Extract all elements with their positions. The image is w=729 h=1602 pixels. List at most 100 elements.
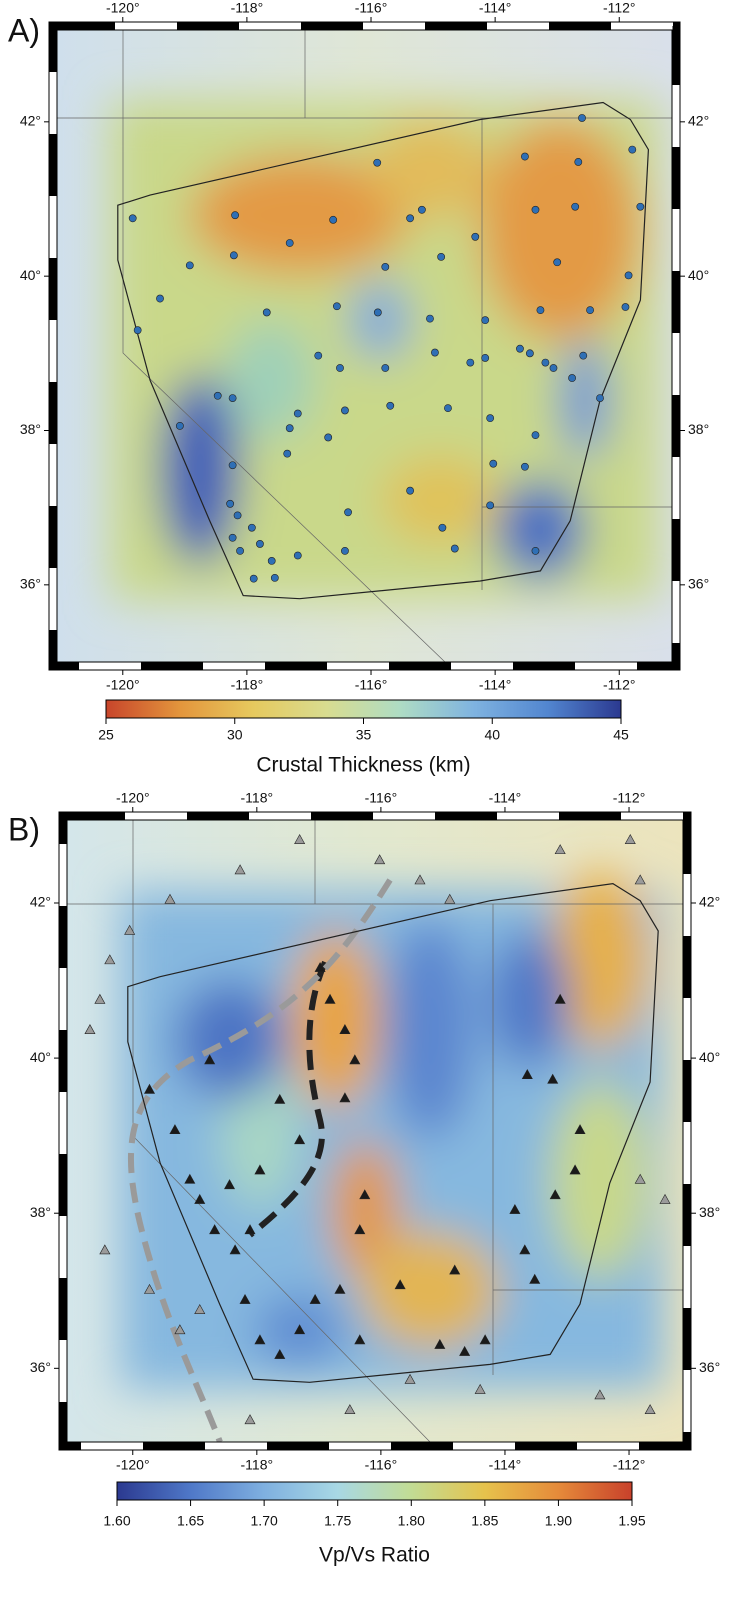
station — [169, 1124, 181, 1135]
station — [228, 461, 237, 470]
station — [406, 214, 415, 223]
x-tick-label: -114° — [489, 790, 522, 806]
x-tick-label: -116° — [355, 677, 388, 693]
station — [256, 540, 264, 548]
x-tick-label: -118° — [231, 0, 264, 16]
x-tick-label: -112° — [603, 677, 636, 693]
station — [489, 459, 498, 468]
x-tick-label: -116° — [365, 1457, 398, 1473]
station — [547, 1073, 559, 1084]
station — [437, 252, 446, 261]
x-tick-label: -118° — [231, 677, 264, 693]
station — [156, 294, 164, 303]
station — [624, 834, 636, 844]
station — [394, 1279, 406, 1290]
station — [449, 1264, 461, 1275]
colorbar-tick-label: 40 — [484, 727, 500, 743]
station — [274, 1093, 286, 1104]
y-tick-label: 40° — [688, 267, 709, 283]
station — [164, 893, 176, 904]
station — [450, 544, 459, 553]
station — [554, 844, 566, 855]
x-tick-label: -112° — [613, 790, 646, 806]
y-tick-label: 42° — [688, 113, 709, 129]
station — [294, 1134, 306, 1145]
station — [406, 486, 415, 495]
x-tick-label: -120° — [116, 1457, 150, 1473]
station — [309, 1293, 321, 1304]
station — [459, 1345, 471, 1356]
station — [386, 401, 395, 410]
station — [354, 1334, 366, 1345]
field — [120, 870, 665, 1390]
station — [294, 834, 306, 844]
colorbar-tick-label: 1.60 — [103, 1513, 130, 1529]
station — [344, 508, 352, 517]
y-tick-label: 38° — [699, 1204, 720, 1220]
station — [194, 1304, 206, 1314]
x-tick-label: -112° — [603, 0, 636, 16]
station — [228, 533, 237, 542]
station — [549, 364, 558, 372]
station — [339, 1092, 351, 1103]
station — [373, 308, 382, 317]
station — [231, 211, 240, 220]
station — [481, 354, 490, 362]
station — [184, 1173, 196, 1184]
station — [531, 205, 540, 214]
station — [234, 864, 246, 875]
station — [213, 391, 222, 400]
station — [128, 214, 137, 223]
station — [521, 462, 529, 471]
station — [244, 1224, 256, 1235]
panel-label: B) — [8, 811, 40, 847]
map-frame — [48, 21, 681, 671]
station — [104, 954, 116, 965]
x-tick-label: -120° — [106, 0, 140, 16]
station — [314, 962, 326, 972]
map-background — [67, 820, 683, 1442]
colorbar-tick-label: 35 — [356, 727, 372, 743]
station — [334, 1283, 346, 1294]
station — [474, 1383, 486, 1394]
colorbar-tick-label: 1.65 — [177, 1513, 204, 1529]
map-panel: -120° -120° -118° -118° -116° -116° -114° -114°… — [30, 790, 720, 1567]
station — [143, 1083, 156, 1094]
colorbar-tick-label: 30 — [227, 727, 243, 743]
station — [519, 1244, 531, 1255]
station — [99, 1244, 111, 1255]
station — [571, 202, 580, 211]
x-tick-label: -120° — [106, 677, 140, 693]
map-panel: -120° -120° -118° -118° -116° -116° -114° -114°… — [20, 0, 709, 777]
x-tick-label: -120° — [116, 790, 150, 806]
station — [254, 1334, 266, 1345]
station — [481, 316, 490, 325]
map-content — [117, 101, 650, 600]
y-tick-label: 36° — [30, 1359, 51, 1375]
station — [541, 358, 550, 367]
station — [185, 261, 194, 270]
station — [247, 523, 256, 532]
station — [374, 854, 386, 865]
station — [479, 1334, 491, 1345]
station — [549, 1189, 561, 1200]
station — [529, 1273, 541, 1284]
station — [521, 1069, 533, 1079]
y-tick-label: 40° — [30, 1049, 51, 1065]
colorbar-label: Vp/Vs Ratio — [319, 1544, 430, 1567]
y-tick-label: 42° — [30, 894, 51, 910]
station — [574, 1124, 586, 1135]
station — [314, 351, 323, 360]
station — [644, 1404, 656, 1415]
station — [466, 358, 475, 367]
map-frame — [58, 811, 692, 1451]
station — [628, 145, 637, 154]
y-tick-label: 38° — [30, 1204, 51, 1220]
station — [294, 1324, 306, 1335]
station — [209, 1224, 221, 1235]
colorbar-tick-label: 45 — [613, 727, 629, 743]
station — [84, 1024, 96, 1034]
station — [596, 394, 604, 402]
station — [349, 1054, 361, 1065]
